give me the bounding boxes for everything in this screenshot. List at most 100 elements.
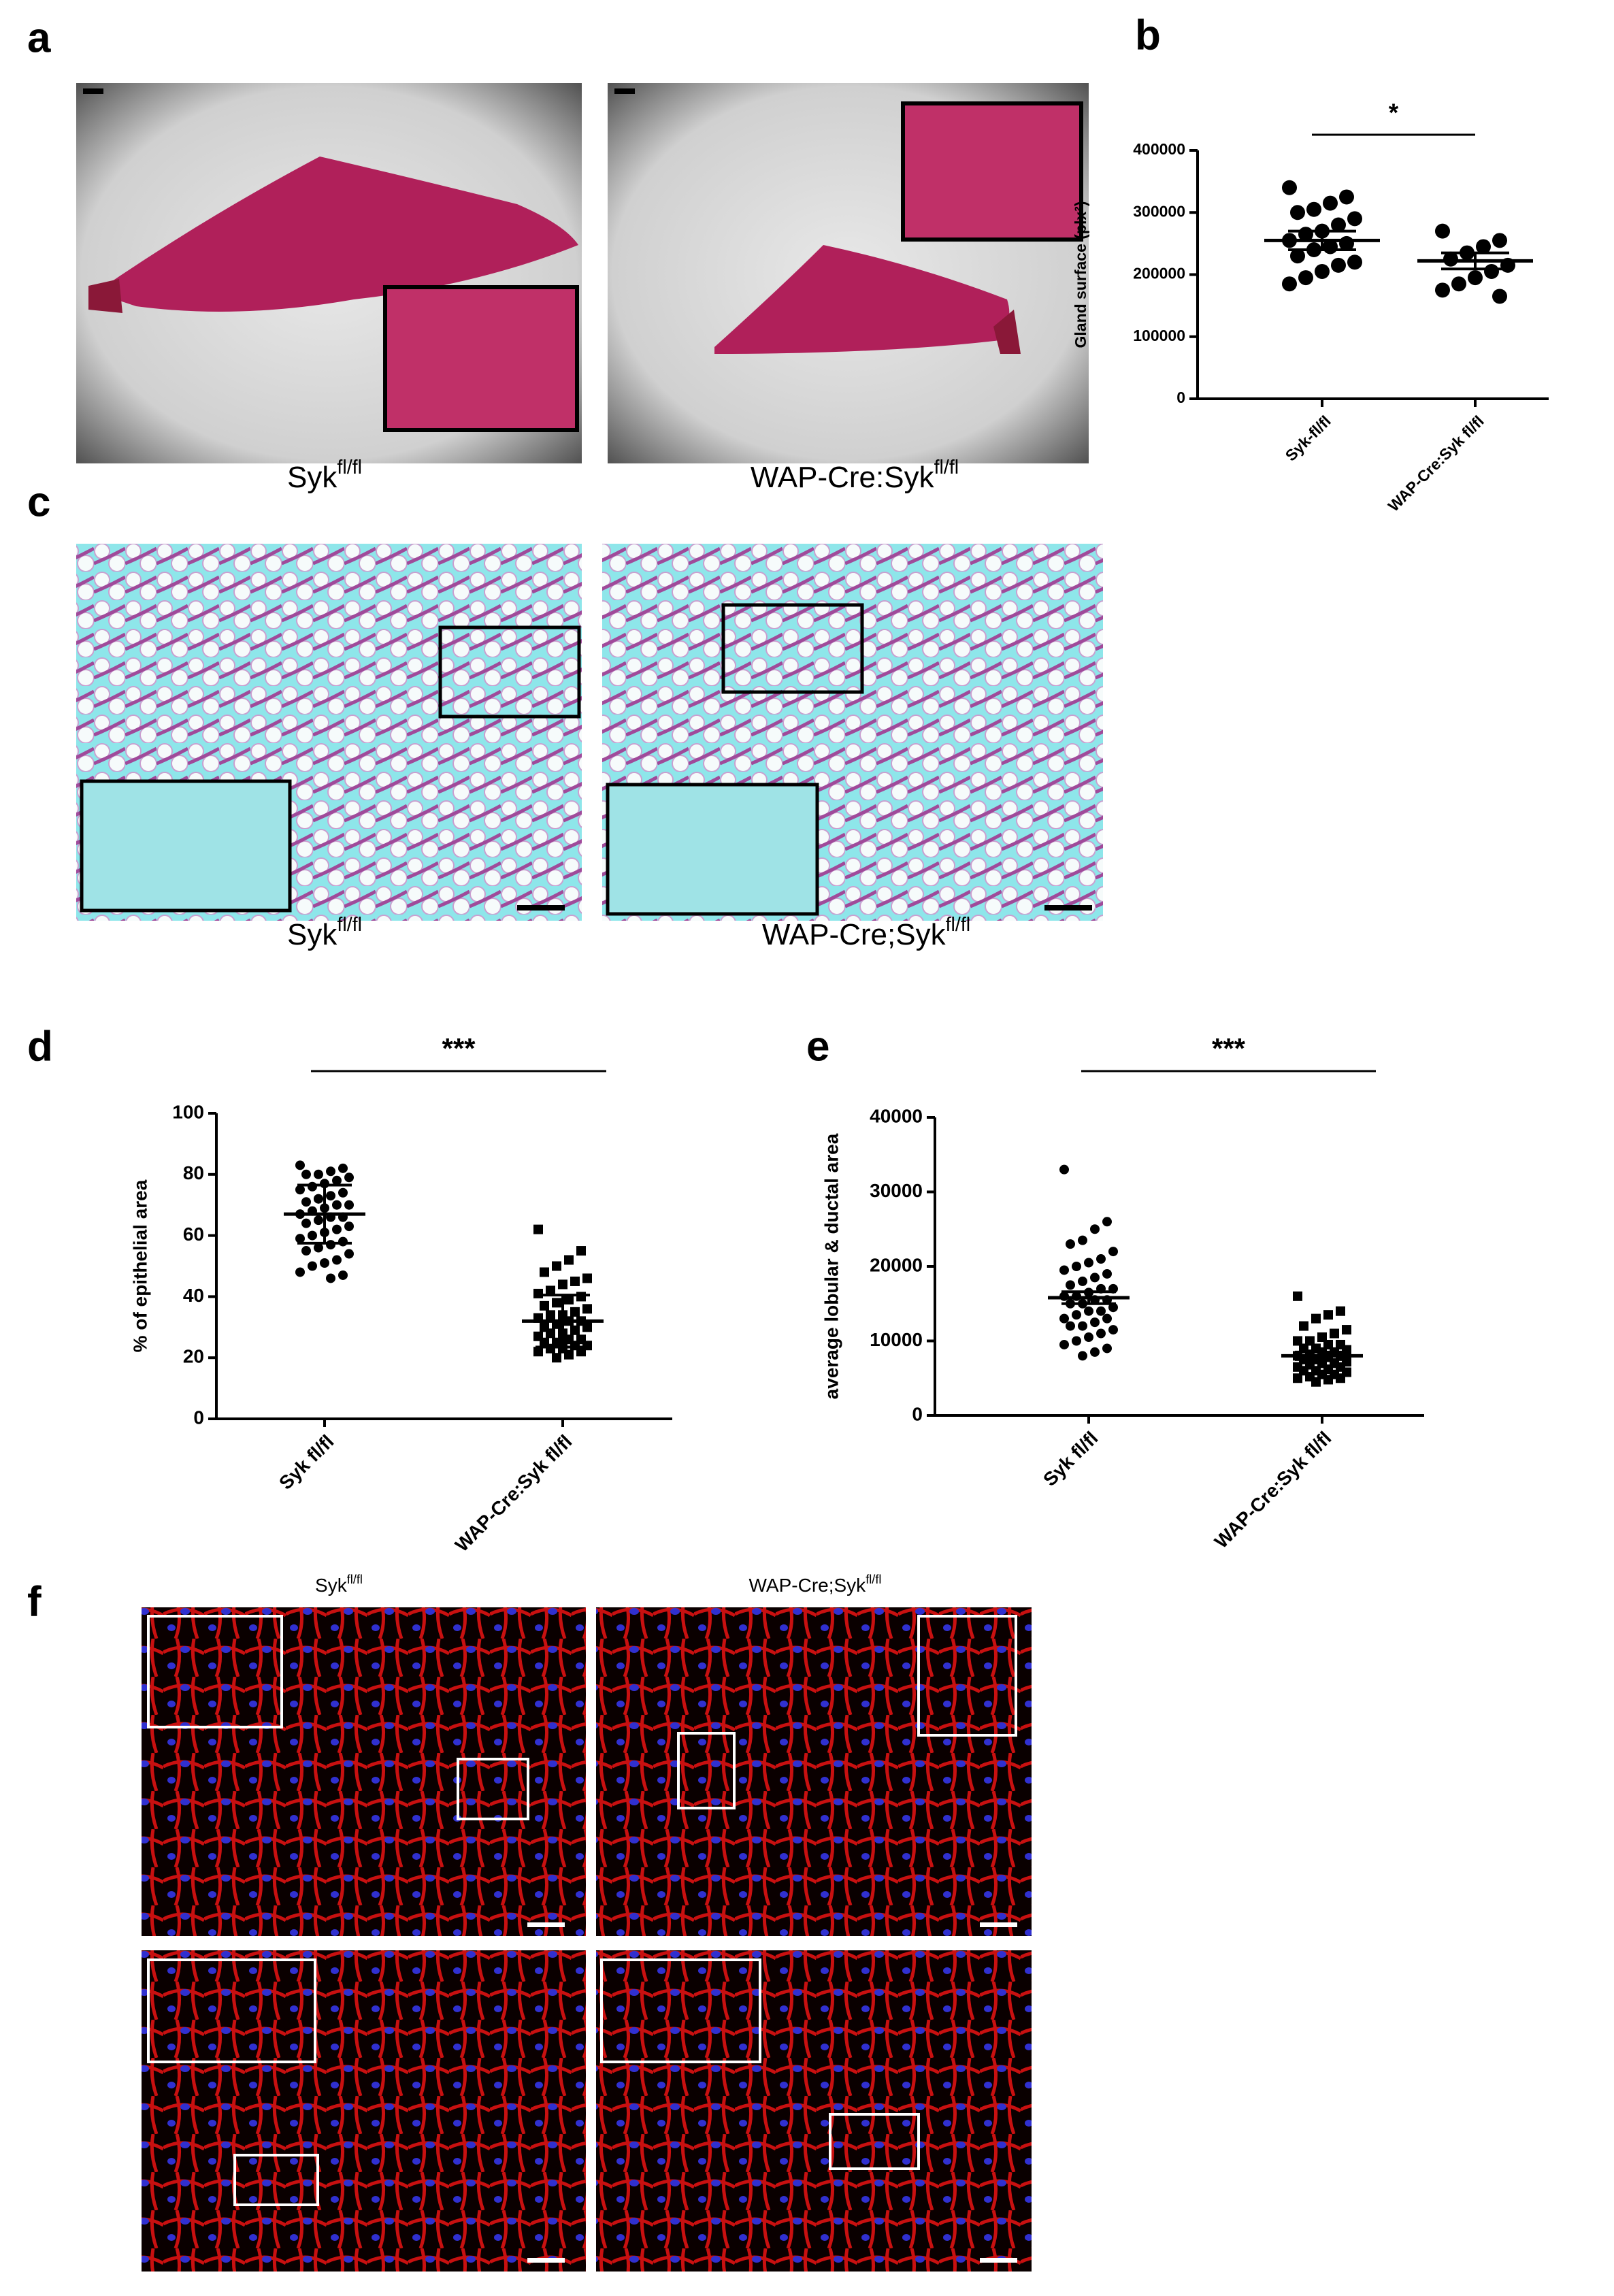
- data-point: [540, 1300, 549, 1311]
- histology-image: [76, 544, 582, 921]
- y-tick-label: 10000: [870, 1329, 923, 1350]
- data-point: [308, 1181, 317, 1192]
- data-point: [1090, 1347, 1100, 1357]
- panel-label: b: [1135, 12, 1161, 59]
- y-tick-label: 0: [1176, 389, 1185, 406]
- image-caption: Sykfl/fl: [287, 457, 362, 494]
- data-point: [344, 1221, 354, 1232]
- data-point: [558, 1279, 567, 1290]
- data-point: [1066, 1280, 1075, 1290]
- data-point: [1108, 1247, 1118, 1257]
- data-point: [295, 1267, 305, 1277]
- data-point: [546, 1343, 555, 1354]
- significance-label: ***: [442, 1032, 476, 1064]
- y-tick-label: 0: [193, 1407, 204, 1428]
- data-point: [1323, 1339, 1333, 1349]
- data-point: [1293, 1373, 1302, 1383]
- caption-base: Syk: [315, 1575, 348, 1596]
- y-axis-label: average lobular & ductal area: [821, 1133, 842, 1399]
- data-point: [1492, 289, 1507, 304]
- data-point: [332, 1200, 342, 1210]
- data-point: [338, 1187, 348, 1198]
- data-point: [338, 1236, 348, 1247]
- data-point: [1347, 211, 1362, 227]
- data-point: [1072, 1310, 1081, 1320]
- data-point: [1072, 1262, 1081, 1271]
- data-point: [332, 1175, 342, 1185]
- y-axis-label: Gland surface (plx²): [1072, 201, 1089, 348]
- data-point: [1290, 205, 1305, 220]
- caption-sup: fl/fl: [946, 914, 971, 936]
- image-caption: WAP-Cre:Sykfl/fl: [751, 457, 959, 494]
- data-point: [1331, 217, 1346, 233]
- data-point: [1059, 1164, 1069, 1175]
- data-point: [1305, 1336, 1315, 1346]
- caption-sup: fl/fl: [337, 914, 362, 936]
- x-tick-label: WAP-Cre:Syk fl/fl: [1385, 412, 1487, 514]
- data-point: [1090, 1273, 1100, 1283]
- panel-label: c: [27, 478, 50, 525]
- data-point: [1330, 1328, 1339, 1339]
- data-point: [1078, 1321, 1087, 1331]
- image-caption: Sykfl/fl: [315, 1573, 363, 1596]
- data-point: [1102, 1217, 1112, 1227]
- data-point: [1323, 1375, 1333, 1385]
- data-point: [344, 1172, 354, 1183]
- caption-sup: fl/fl: [337, 457, 362, 478]
- data-point: [1484, 263, 1499, 279]
- caption-base: WAP-Cre:Syk: [751, 461, 935, 494]
- y-tick-label: 100000: [1133, 327, 1185, 344]
- data-point: [570, 1276, 580, 1286]
- data-point: [1293, 1291, 1302, 1301]
- data-point: [552, 1353, 561, 1363]
- data-point: [326, 1240, 335, 1250]
- data-point: [1102, 1343, 1112, 1354]
- data-point: [314, 1215, 323, 1226]
- x-tick-label: WAP-Cre:Syk fl/fl: [1210, 1428, 1336, 1553]
- data-point: [295, 1234, 305, 1244]
- data-point: [1293, 1336, 1302, 1346]
- data-point: [1311, 1377, 1321, 1387]
- data-point: [314, 1194, 323, 1204]
- data-point: [1290, 248, 1305, 264]
- data-point: [570, 1307, 580, 1317]
- data-point: [1084, 1306, 1093, 1316]
- significance-label: ***: [1212, 1032, 1246, 1064]
- data-point: [1315, 263, 1330, 279]
- data-point: [1323, 195, 1338, 211]
- data-point: [1339, 189, 1354, 205]
- data-point: [552, 1298, 561, 1308]
- data-point: [1084, 1332, 1093, 1343]
- caption-base: WAP-Cre;Syk: [749, 1575, 867, 1596]
- whole-mount-image: [608, 83, 1089, 463]
- data-point: [582, 1322, 592, 1332]
- y-tick-label: 200000: [1133, 265, 1185, 282]
- caption-base: Syk: [287, 918, 337, 951]
- data-point: [1078, 1351, 1087, 1361]
- data-point: [344, 1249, 354, 1259]
- data-point: [1336, 1373, 1345, 1383]
- data-point: [295, 1185, 305, 1195]
- panel-label: e: [806, 1023, 829, 1070]
- data-point: [1492, 233, 1507, 248]
- data-point: [326, 1191, 335, 1201]
- y-tick-label: 20: [183, 1346, 204, 1367]
- data-point: [570, 1325, 580, 1335]
- x-tick-label: Syk fl/fl: [275, 1431, 337, 1494]
- confocal-image: [596, 1607, 1032, 1936]
- data-point: [320, 1258, 329, 1268]
- y-tick-label: 30000: [870, 1180, 923, 1201]
- data-point: [582, 1304, 592, 1314]
- data-point: [326, 1166, 335, 1177]
- data-point: [564, 1294, 574, 1305]
- data-point: [1059, 1265, 1069, 1275]
- data-point: [1476, 239, 1491, 255]
- data-point: [301, 1218, 311, 1228]
- data-point: [301, 1169, 311, 1179]
- data-point: [564, 1349, 574, 1360]
- data-point: [308, 1261, 317, 1271]
- data-point: [1102, 1313, 1112, 1324]
- confocal-image: [596, 1950, 1032, 2272]
- x-tick-label: Syk fl/fl: [1039, 1428, 1102, 1490]
- caption-sup: fl/fl: [347, 1573, 363, 1586]
